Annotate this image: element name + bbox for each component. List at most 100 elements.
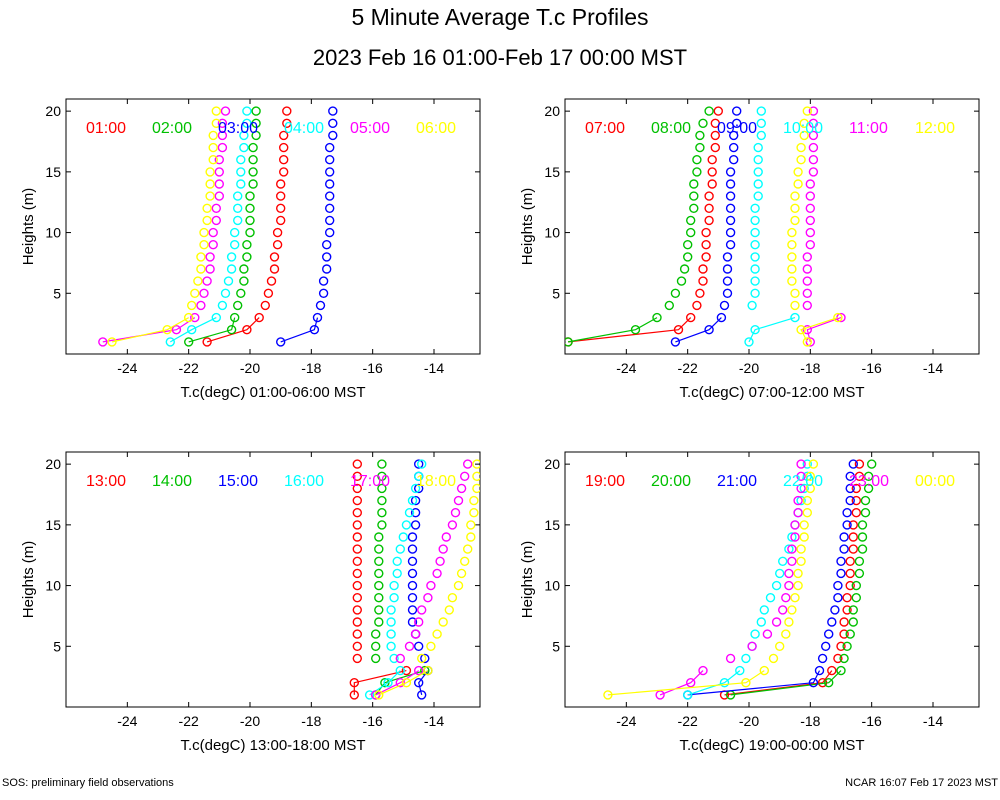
series-line	[206, 317, 260, 343]
data-point	[410, 508, 421, 518]
data-point	[725, 179, 736, 189]
data-point	[407, 593, 418, 603]
data-point	[410, 520, 421, 530]
series-line	[170, 317, 217, 343]
legend-entry: 18:00	[416, 473, 456, 490]
data-point	[796, 142, 806, 153]
data-point	[744, 337, 754, 347]
data-point	[407, 544, 418, 554]
legend-entry: 04:00	[284, 120, 324, 137]
data-point	[729, 154, 739, 165]
data-point	[199, 239, 209, 250]
data-point	[778, 556, 788, 566]
x-tick-label: -22	[179, 360, 199, 376]
data-point	[232, 191, 243, 201]
data-point	[747, 300, 757, 311]
data-point	[208, 142, 218, 153]
data-point	[389, 593, 399, 603]
data-point	[808, 106, 819, 116]
y-tick-label: 15	[45, 164, 61, 180]
data-point	[352, 641, 362, 651]
legend-entry: 14:00	[152, 473, 192, 490]
data-point	[701, 252, 711, 262]
data-point	[214, 167, 225, 177]
data-point	[352, 556, 362, 566]
data-point	[460, 556, 470, 566]
data-point	[432, 629, 442, 639]
data-point	[805, 239, 815, 250]
data-point	[269, 264, 280, 274]
data-point	[652, 312, 662, 323]
y-tick-label: 5	[552, 285, 560, 301]
data-point	[747, 641, 757, 651]
data-point	[199, 288, 209, 298]
data-point	[722, 252, 733, 262]
data-point	[851, 593, 861, 603]
legend-entry: 03:00	[218, 120, 258, 137]
data-point	[318, 276, 329, 286]
data-point	[407, 568, 418, 579]
data-point	[239, 130, 249, 141]
data-point	[707, 154, 717, 165]
data-point	[395, 544, 405, 554]
footer-note: SOS: preliminary field observations	[2, 777, 174, 789]
data-point	[453, 580, 464, 591]
data-point	[371, 653, 381, 664]
y-tick-label: 10	[45, 225, 61, 241]
data-point	[435, 556, 445, 566]
y-tick-label: 15	[544, 517, 560, 533]
data-point	[205, 191, 215, 201]
x-tick-label: -24	[616, 360, 636, 376]
data-point	[208, 227, 218, 238]
y-tick-label: 10	[544, 578, 560, 594]
data-point	[793, 495, 803, 506]
data-point	[725, 191, 736, 201]
series-line	[375, 670, 420, 696]
data-point	[836, 568, 846, 579]
data-point	[701, 239, 711, 250]
data-point	[676, 276, 687, 286]
data-point	[603, 690, 613, 700]
data-point	[383, 678, 393, 688]
data-point	[352, 459, 362, 469]
data-point	[845, 580, 855, 591]
data-point	[447, 520, 458, 530]
data-point	[692, 167, 702, 177]
data-point	[276, 337, 286, 347]
y-tick-label: 20	[544, 103, 560, 119]
data-point	[322, 252, 332, 262]
data-point	[722, 264, 733, 274]
data-point	[325, 215, 335, 226]
data-point	[784, 568, 794, 579]
data-point	[202, 215, 212, 226]
data-point	[787, 239, 797, 250]
data-point	[827, 665, 837, 676]
data-point	[808, 167, 819, 177]
data-point	[352, 617, 362, 627]
data-point	[447, 593, 458, 603]
data-point	[867, 459, 877, 469]
data-point	[833, 580, 843, 591]
legend-entry: 06:00	[416, 120, 456, 137]
plot-panel-2: -24 -22 -20 -18 -16 -14 5 10 15 20 T.c(degC) 07:00…	[519, 98, 980, 401]
data-point	[842, 508, 852, 518]
x-tick-label: -14	[923, 360, 943, 376]
data-point	[374, 532, 384, 542]
data-point	[352, 568, 362, 579]
data-point	[842, 520, 852, 530]
data-point	[211, 203, 222, 214]
data-point	[854, 556, 865, 566]
data-point	[263, 288, 274, 298]
data-point	[352, 471, 362, 481]
data-point	[756, 130, 766, 141]
x-tick-label: -14	[424, 360, 444, 376]
data-point	[799, 483, 809, 494]
x-tick-label: -20	[240, 713, 260, 729]
data-point	[269, 252, 280, 262]
data-point	[456, 568, 467, 579]
x-axis-label: T.c(degC) 13:00-18:00 MST	[180, 737, 365, 754]
data-point	[836, 556, 846, 566]
data-point	[352, 653, 362, 664]
y-axis-label: Heights (m)	[20, 541, 37, 619]
data-point	[781, 629, 791, 639]
